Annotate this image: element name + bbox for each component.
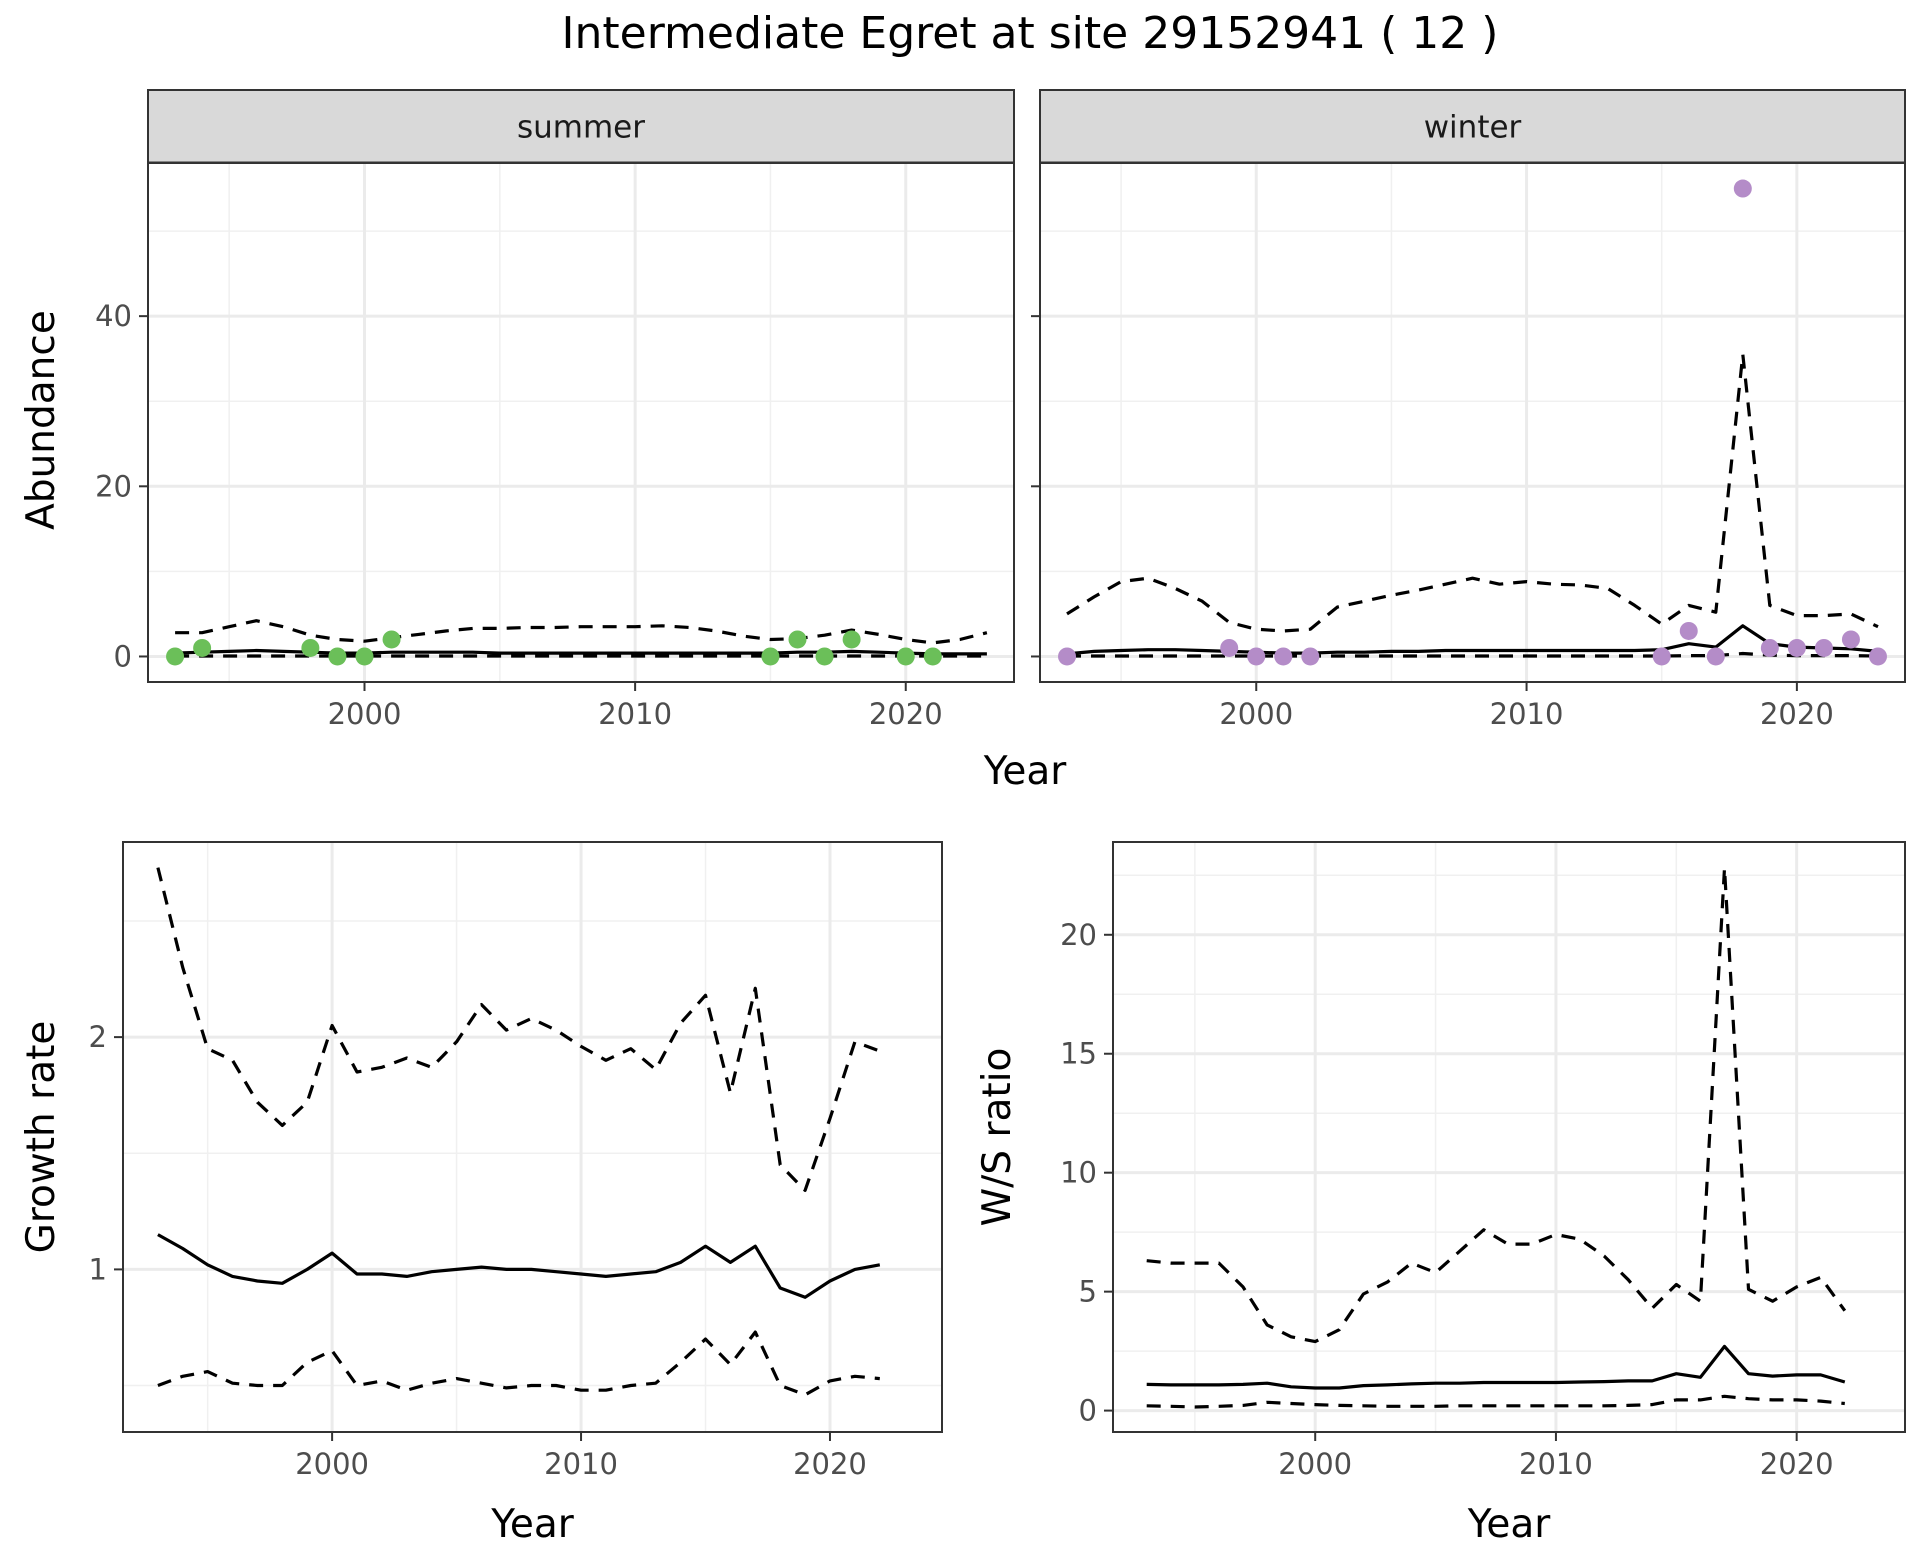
observation-point <box>382 630 401 649</box>
observation-point <box>1868 647 1887 666</box>
observation-point <box>815 647 834 666</box>
observation-point <box>1220 638 1239 657</box>
y-tick-label: 20 <box>95 469 132 503</box>
panel-1: winter 2000 2010 2020 <box>1031 89 1906 731</box>
facet-strip-label: summer <box>517 110 645 146</box>
y-tick-label: 2 <box>89 1020 107 1054</box>
observation-point <box>1706 647 1725 666</box>
observation-point <box>1274 647 1293 666</box>
x-tick-label: 2020 <box>1760 1447 1834 1481</box>
x-tick-label: 2000 <box>1219 697 1293 731</box>
observation-point <box>923 647 942 666</box>
panel-background <box>148 163 1014 682</box>
observation-point <box>788 630 807 649</box>
x-tick-label: 2020 <box>1760 697 1834 731</box>
top-y-axis-title: Abundance <box>19 310 64 530</box>
observation-point <box>842 630 861 649</box>
observation-point <box>355 647 374 666</box>
x-axis-title: Year <box>490 1502 575 1547</box>
observation-point <box>193 638 212 657</box>
upper-bound-line <box>1066 352 1879 633</box>
estimate-line <box>157 1233 881 1299</box>
observation-point <box>1058 647 1077 666</box>
observation-point <box>1733 179 1752 198</box>
x-axis-title: Year <box>1467 1502 1552 1547</box>
facet-strip <box>1039 89 1906 164</box>
panel-background <box>123 842 942 1432</box>
facet-strip-label: winter <box>1424 110 1522 146</box>
estimate-line <box>1146 1344 1846 1390</box>
observation-point <box>1301 647 1320 666</box>
panel-border <box>122 841 943 1433</box>
observation-point <box>1760 638 1779 657</box>
panel-border <box>147 162 1015 683</box>
lower-bound-line <box>1146 1394 1845 1409</box>
panel-background <box>1113 842 1905 1432</box>
x-tick-label: 2000 <box>295 1447 369 1481</box>
y-tick-label: 10 <box>1060 1156 1097 1190</box>
observation-point <box>761 647 780 666</box>
x-tick-label: 2020 <box>793 1447 867 1481</box>
y-tick-label: 40 <box>95 299 132 333</box>
lower-bound-line <box>1067 651 1879 658</box>
y-tick-label: 1 <box>89 1252 107 1286</box>
observation-point <box>1841 630 1860 649</box>
x-tick-label: 2020 <box>869 697 943 731</box>
panel-border <box>1039 162 1906 683</box>
panel-0: summer 2000 2010 2020 0 20 40 <box>95 89 1015 731</box>
observation-point <box>1247 647 1266 666</box>
y-tick-label: 5 <box>1079 1275 1097 1309</box>
lower-bound-line <box>157 1330 880 1397</box>
y-tick-label: 20 <box>1060 918 1097 952</box>
observation-point <box>301 638 320 657</box>
top-x-axis-title: Year <box>983 749 1068 794</box>
observation-point <box>1679 621 1698 640</box>
observation-point <box>328 647 347 666</box>
x-tick-label: 2000 <box>328 697 402 731</box>
panel-2: 2000 2010 2020 1 2 Year Growth rate <box>19 841 943 1547</box>
estimate-line <box>1066 624 1879 656</box>
facet-strip <box>147 89 1015 164</box>
x-tick-label: 2010 <box>1490 697 1564 731</box>
y-tick-label: 0 <box>1079 1394 1097 1428</box>
observation-point <box>166 647 185 666</box>
panel-border <box>1112 841 1906 1433</box>
y-tick-label: 0 <box>114 639 132 673</box>
panel-3: 2000 2010 2020 0 5 10 15 20 Year W/S ratio <box>975 841 1906 1547</box>
x-tick-label: 2010 <box>544 1447 618 1481</box>
upper-bound-line <box>175 619 988 645</box>
chart-title: Intermediate Egret at site 29152941 ( 12… <box>562 8 1499 59</box>
upper-bound-line <box>1146 866 1847 1344</box>
observation-point <box>1814 638 1833 657</box>
panel-background <box>1040 163 1905 682</box>
observation-point <box>1787 638 1806 657</box>
upper-bound-line <box>156 867 881 1192</box>
observation-point <box>1652 647 1671 666</box>
y-axis-title: Growth rate <box>19 1021 64 1254</box>
observation-point <box>896 647 915 666</box>
x-tick-label: 2010 <box>598 697 672 731</box>
x-tick-label: 2000 <box>1278 1447 1352 1481</box>
y-axis-title: W/S ratio <box>975 1048 1020 1227</box>
y-tick-label: 15 <box>1060 1037 1097 1071</box>
x-tick-label: 2010 <box>1519 1447 1593 1481</box>
